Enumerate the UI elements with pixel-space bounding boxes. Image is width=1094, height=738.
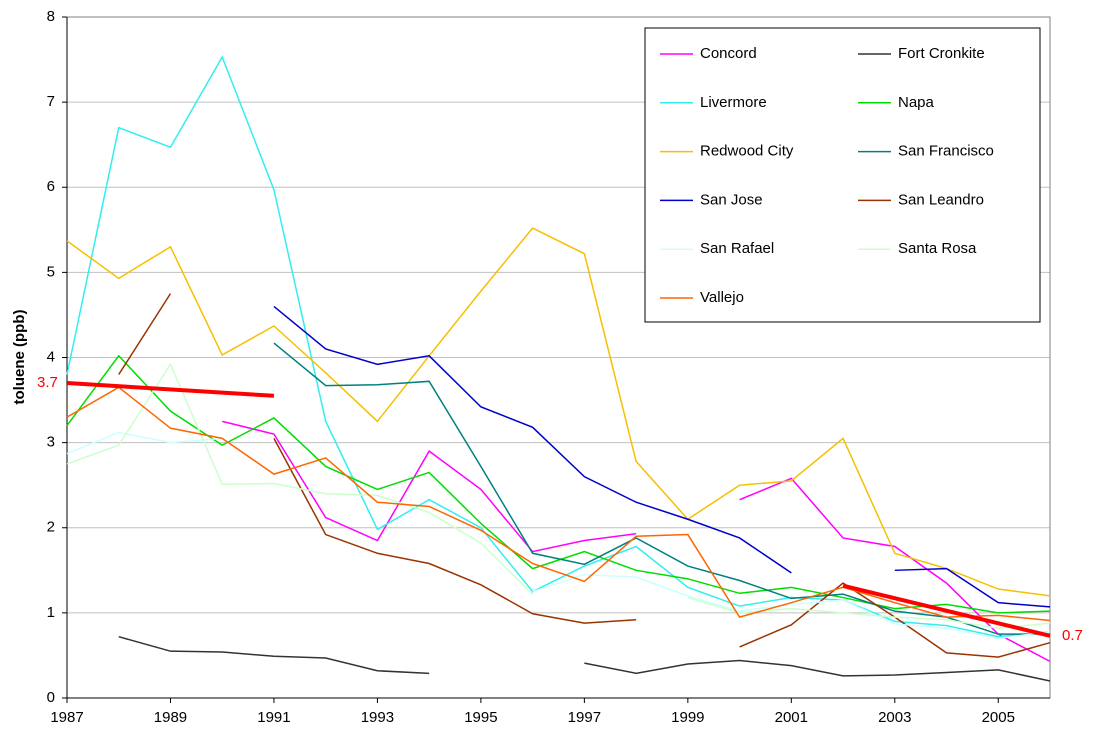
legend-label: Fort Cronkite [898, 45, 985, 62]
x-tick-label: 1995 [464, 709, 497, 726]
series-line [66, 354, 1051, 614]
legend-label: Napa [898, 94, 935, 111]
y-tick-label: 0 [47, 689, 55, 706]
y-tick-label: 4 [47, 348, 55, 365]
y-tick-label: 2 [47, 519, 55, 536]
legend-label: Santa Rosa [898, 240, 977, 257]
series-line [66, 55, 1051, 638]
x-tick-label: 1997 [568, 709, 601, 726]
x-tick-label: 1987 [50, 709, 83, 726]
legend-label: San Jose [700, 191, 763, 208]
legend-box [644, 27, 1041, 323]
legend-label: San Francisco [898, 143, 994, 160]
legend-label: San Rafael [700, 240, 774, 257]
series-line [273, 305, 1051, 608]
x-tick-label: 1999 [671, 709, 704, 726]
x-tick-label: 1989 [154, 709, 187, 726]
series-line [118, 635, 1051, 682]
x-tick-label: 2005 [982, 709, 1015, 726]
y-tick-label: 3 [47, 434, 55, 451]
trend-label: 0.7 [1062, 627, 1083, 644]
series-line [273, 342, 1050, 635]
y-axis-title: toluene (ppb) [11, 310, 28, 405]
trend-line [842, 583, 1051, 638]
legend-label: Redwood City [700, 143, 794, 160]
series-line [66, 386, 1051, 622]
x-tick-label: 2003 [878, 709, 911, 726]
legend-label: Livermore [700, 94, 767, 111]
y-tick-label: 7 [47, 93, 55, 110]
series-line [66, 431, 1051, 640]
y-tick-label: 1 [47, 604, 55, 621]
x-tick-label: 1993 [361, 709, 394, 726]
legend-label: Concord [700, 45, 757, 62]
y-tick-label: 5 [47, 263, 55, 280]
series-line [66, 362, 1051, 629]
legend-label: San Leandro [898, 191, 984, 208]
x-tick-label: 2001 [775, 709, 808, 726]
legend-label: Vallejo [700, 289, 744, 306]
x-tick-label: 1991 [257, 709, 290, 726]
trend-line [66, 381, 275, 398]
series-line [66, 227, 1051, 597]
y-tick-label: 8 [47, 8, 55, 25]
trend-label: 3.7 [37, 374, 58, 391]
y-tick-label: 6 [47, 178, 55, 195]
